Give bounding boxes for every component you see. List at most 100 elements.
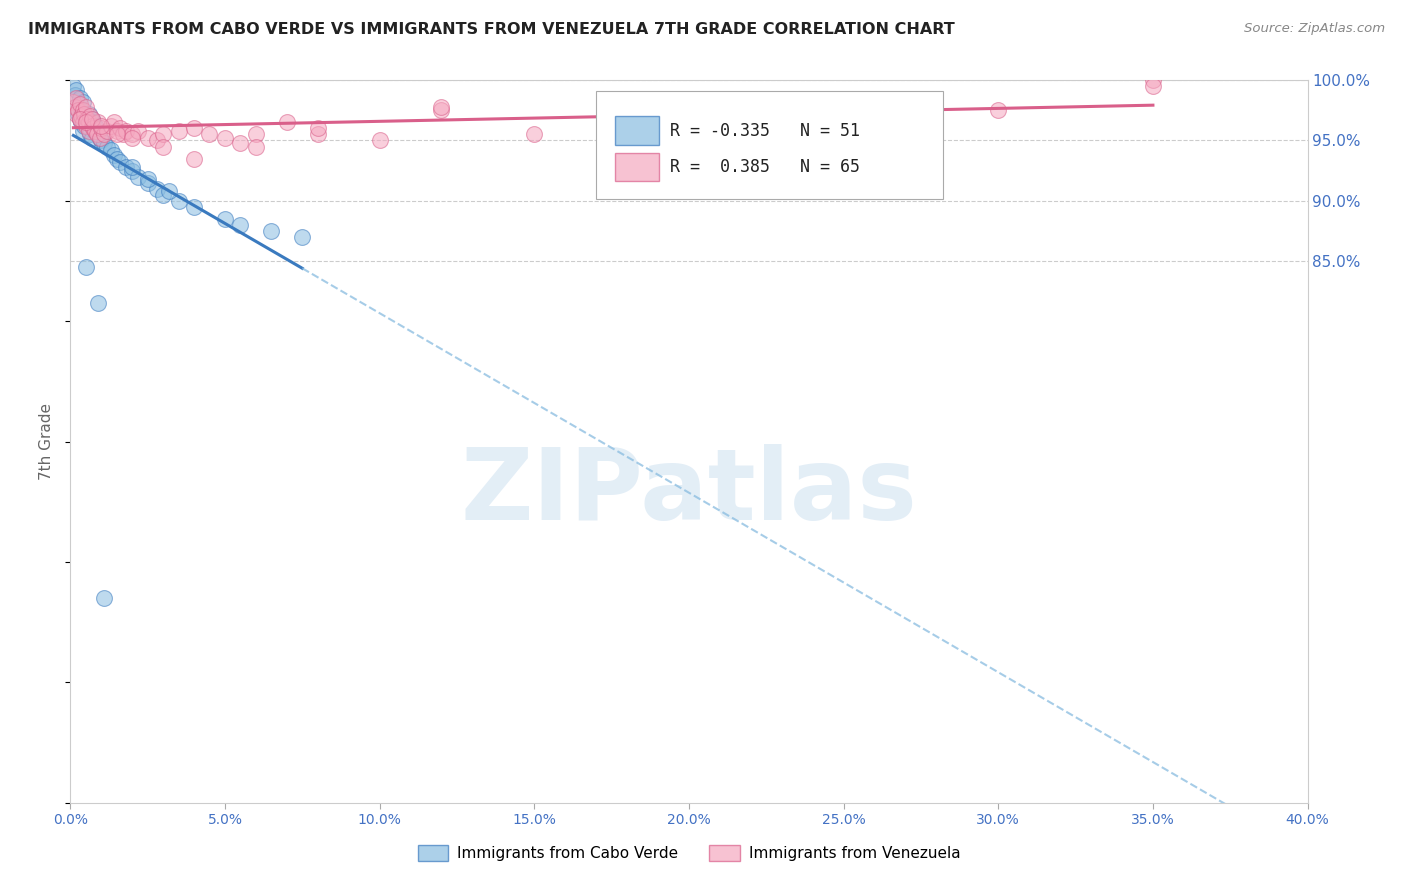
Point [146, 181, 169, 195]
Point [69, 97, 91, 112]
Point [80, 112, 103, 126]
Point [72, 115, 94, 129]
Point [90, 119, 112, 133]
Point [69, 91, 91, 105]
Point [678, 115, 700, 129]
Point [136, 176, 159, 190]
Point [77, 124, 100, 138]
Point [73, 107, 96, 121]
Text: R =  0.385   N = 65: R = 0.385 N = 65 [671, 158, 860, 176]
Point [152, 128, 174, 142]
Point [65, 107, 87, 121]
Point [77, 107, 100, 121]
Point [430, 103, 453, 118]
Point [70, 109, 93, 123]
Point [65, 83, 87, 97]
Point [79, 109, 101, 123]
Point [87, 115, 110, 129]
Point [80, 131, 103, 145]
Point [70, 115, 93, 129]
Point [62, 95, 84, 109]
Point [96, 124, 118, 138]
Point [76, 112, 98, 126]
Point [93, 128, 115, 142]
Point [82, 121, 105, 136]
Point [136, 172, 159, 186]
Point [77, 121, 100, 136]
Point [87, 128, 110, 142]
Point [76, 112, 98, 126]
Point [105, 124, 128, 138]
Point [67, 103, 90, 118]
Point [307, 128, 329, 142]
Point [75, 115, 97, 129]
Point [1142, 73, 1164, 87]
Text: IMMIGRANTS FROM CABO VERDE VS IMMIGRANTS FROM VENEZUELA 7TH GRADE CORRELATION CH: IMMIGRANTS FROM CABO VERDE VS IMMIGRANTS… [28, 22, 955, 37]
Point [157, 184, 180, 198]
Point [108, 155, 131, 169]
Text: Source: ZipAtlas.com: Source: ZipAtlas.com [1244, 22, 1385, 36]
Point [198, 128, 221, 142]
Point [69, 112, 91, 126]
Point [183, 121, 205, 136]
Point [89, 131, 111, 145]
Point [152, 139, 174, 153]
Point [84, 119, 107, 133]
Point [127, 124, 149, 138]
Point [86, 121, 108, 136]
Point [276, 115, 298, 129]
Point [127, 169, 149, 184]
Point [72, 103, 94, 118]
Point [105, 128, 128, 142]
Point [103, 148, 125, 162]
Point [62, 79, 84, 94]
Point [103, 115, 125, 129]
Point [90, 133, 112, 147]
Point [146, 133, 169, 147]
Y-axis label: 7th Grade: 7th Grade [39, 403, 55, 480]
Point [69, 112, 91, 126]
Point [82, 115, 105, 129]
Point [121, 128, 143, 142]
Point [79, 128, 101, 142]
Point [73, 119, 96, 133]
Point [105, 152, 128, 166]
Point [368, 133, 391, 147]
Point [93, 136, 115, 150]
FancyBboxPatch shape [614, 153, 659, 181]
Point [63, 87, 86, 102]
Point [90, 121, 112, 136]
Point [67, 107, 90, 121]
Point [214, 211, 236, 226]
Point [70, 103, 93, 118]
Point [987, 103, 1010, 118]
Point [84, 124, 107, 138]
Point [86, 128, 108, 142]
Point [121, 160, 143, 174]
Point [115, 124, 138, 138]
Point [96, 139, 118, 153]
Point [307, 121, 329, 136]
Point [75, 109, 97, 123]
Point [832, 112, 855, 126]
Point [430, 100, 453, 114]
Text: ZIPatlas: ZIPatlas [461, 443, 917, 541]
Point [65, 91, 87, 105]
Point [678, 112, 700, 126]
Point [72, 124, 94, 138]
Point [75, 260, 97, 274]
Legend: Immigrants from Cabo Verde, Immigrants from Venezuela: Immigrants from Cabo Verde, Immigrants f… [412, 839, 966, 867]
Point [229, 136, 252, 150]
Point [108, 121, 131, 136]
Point [121, 163, 143, 178]
Point [80, 112, 103, 126]
Point [69, 112, 91, 126]
Point [89, 131, 111, 145]
Point [80, 119, 103, 133]
Point [136, 131, 159, 145]
Point [214, 131, 236, 145]
Point [75, 100, 97, 114]
Point [100, 143, 122, 157]
Point [84, 124, 107, 138]
Point [152, 187, 174, 202]
